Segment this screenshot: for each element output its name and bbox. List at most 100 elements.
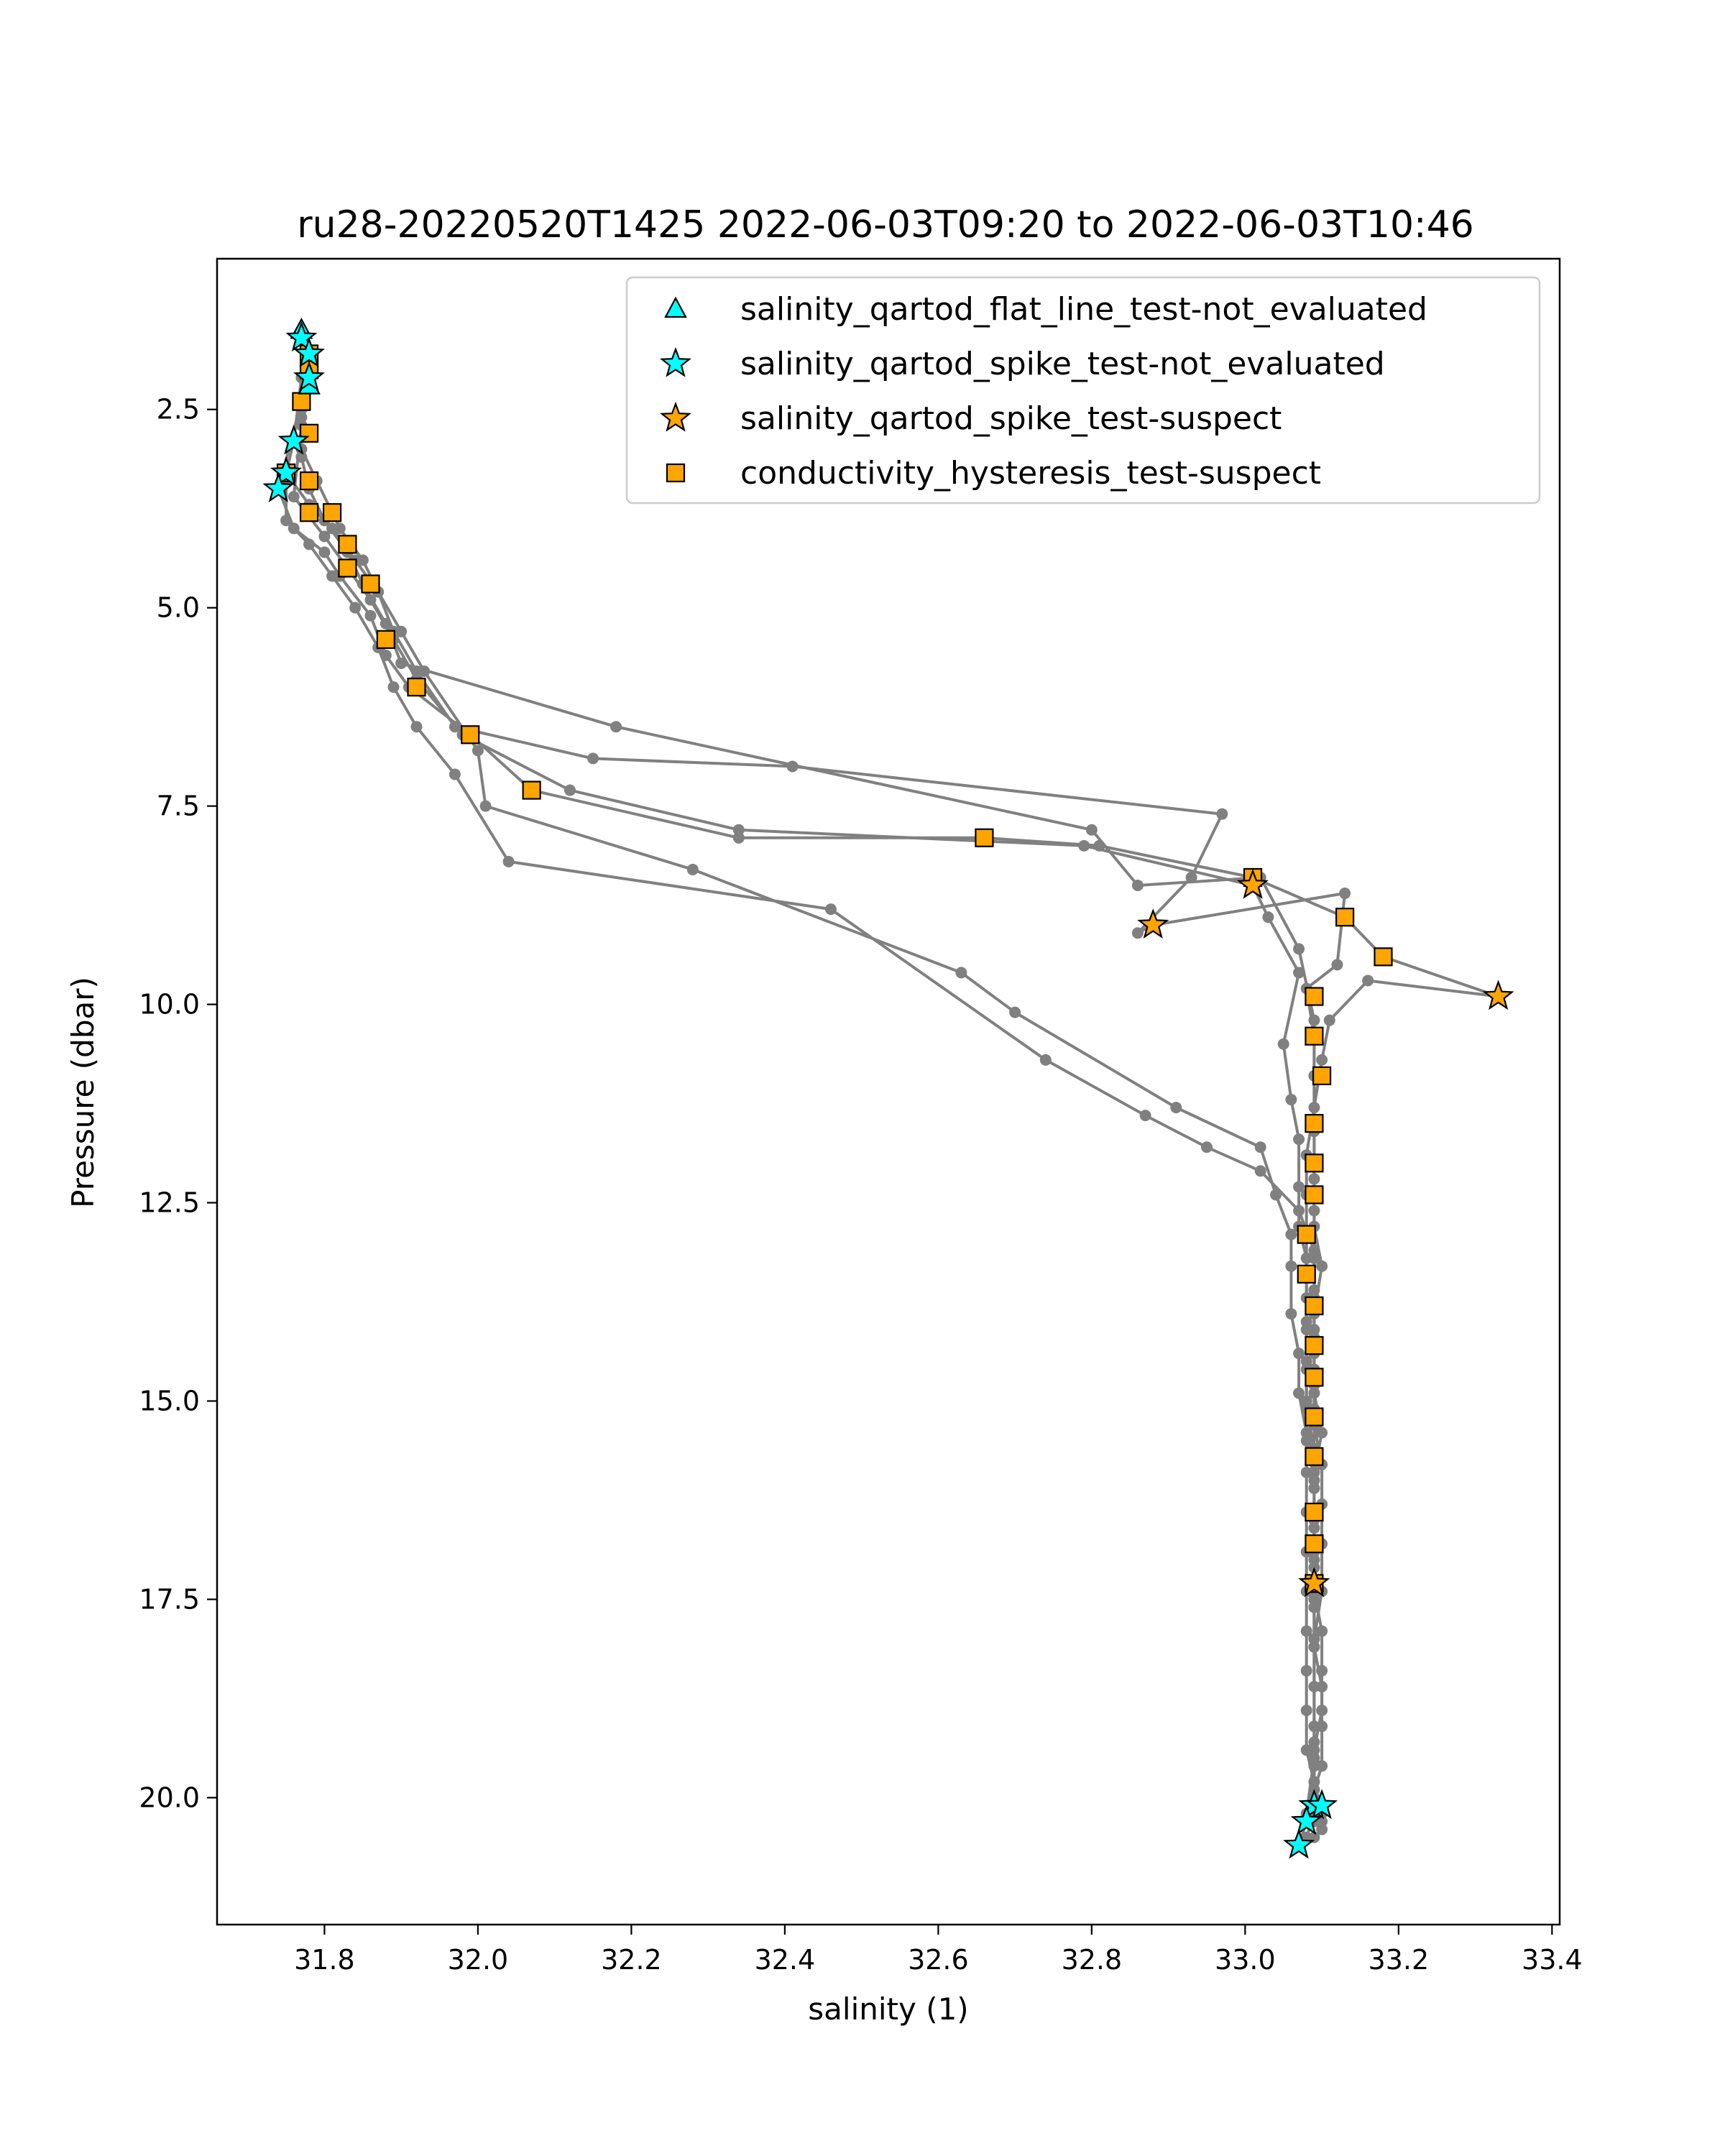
flag-marker-star	[293, 361, 326, 392]
profile-point	[418, 665, 431, 677]
profile-point	[1308, 1593, 1320, 1606]
profile-point	[1262, 911, 1274, 923]
flag-marker-square	[1305, 1336, 1324, 1355]
profile-point	[1308, 1720, 1320, 1733]
profile-point	[1285, 1228, 1297, 1240]
profile-point	[334, 522, 346, 535]
profile-point	[564, 784, 576, 796]
flag-marker-square	[1305, 987, 1324, 1006]
flag-marker-square	[1297, 1225, 1316, 1244]
plot-area	[217, 259, 1560, 1925]
x-tick-label: 32.2	[601, 1944, 662, 1976]
profile-point	[1170, 1102, 1182, 1114]
legend-label: salinity_qartod_spike_test-not_evaluated	[740, 346, 1385, 382]
profile-point	[1293, 943, 1305, 955]
profile-point	[1339, 888, 1351, 900]
y-tick-label: 7.5	[157, 791, 200, 822]
flag-marker-square	[1305, 1153, 1324, 1173]
flag-marker-square	[299, 423, 319, 443]
profile-point	[1300, 1427, 1312, 1439]
profile-point	[1300, 1744, 1312, 1756]
profile-point	[326, 570, 339, 582]
profile-point	[288, 522, 300, 535]
flag-marker-star	[285, 321, 318, 352]
legend-label: salinity_qartod_spike_test-suspect	[740, 400, 1282, 437]
profile-point	[1293, 1348, 1305, 1360]
profile-point	[1300, 1316, 1312, 1328]
profile-point	[364, 594, 377, 606]
profile-point	[1308, 1014, 1320, 1026]
profile-point	[395, 625, 408, 637]
profile-point	[1039, 1054, 1052, 1066]
profile-point	[1308, 1752, 1320, 1764]
profile-point	[1316, 1260, 1328, 1272]
profile-point	[1308, 1522, 1320, 1534]
y-tick-label: 10.0	[139, 989, 200, 1021]
legend-marker-star	[660, 401, 691, 432]
flag-marker-square	[1305, 1534, 1324, 1554]
legend-entries: salinity_qartod_flat_line_test-not_evalu…	[660, 291, 1427, 492]
plot-frame	[216, 257, 1561, 1926]
profile-point	[1308, 1601, 1320, 1613]
profile-point	[1131, 927, 1144, 939]
flag-markers	[262, 318, 1514, 1859]
profile-point	[1300, 1434, 1312, 1447]
profile-point	[472, 745, 484, 757]
profile-point	[1085, 824, 1098, 836]
profile-point	[448, 768, 461, 780]
legend-label: conductivity_hysteresis_test-suspect	[740, 455, 1321, 492]
x-tick-label: 33.0	[1215, 1944, 1276, 1976]
x-tick-label: 32.8	[1062, 1944, 1123, 1976]
profile-point	[380, 649, 392, 661]
flag-marker-square	[299, 503, 319, 522]
profile-point	[1308, 1284, 1320, 1296]
legend-marker-square	[666, 463, 686, 483]
profile-point	[479, 800, 492, 812]
flag-marker-square	[407, 677, 426, 697]
profile-point	[295, 451, 308, 463]
x-axis: 31.8 32.0 32.2 32.4 32.6 32.8 33.0 33.2 33.4	[294, 1925, 1583, 1976]
profile-point	[303, 538, 316, 550]
flag-marker-star	[1283, 1828, 1315, 1859]
y-tick-label: 15.0	[139, 1385, 200, 1416]
profile-point	[1316, 1823, 1328, 1835]
profile-point	[448, 721, 461, 733]
profile-point	[295, 411, 308, 423]
profile-point	[1270, 1189, 1282, 1201]
flag-marker-square	[1374, 947, 1393, 967]
profile-point	[1293, 1133, 1305, 1146]
chart-title: ru28-20220520T1425 2022-06-03T09:20 to 2…	[297, 203, 1473, 247]
profile-point	[356, 554, 369, 566]
profile-point	[1293, 1204, 1305, 1217]
profile-point	[395, 657, 408, 669]
profile-point	[732, 824, 745, 836]
y-tick-label: 17.5	[139, 1583, 200, 1615]
y-tick-label: 20.0	[139, 1782, 200, 1813]
profile-point	[1300, 1355, 1312, 1368]
profile-point	[1316, 1664, 1328, 1677]
profile-point	[1308, 1680, 1320, 1692]
profile-point	[1308, 1173, 1320, 1185]
profile-point	[1308, 1633, 1320, 1645]
profile-point	[280, 515, 293, 527]
profile-point	[1308, 1474, 1320, 1486]
profile-point	[1300, 1625, 1312, 1637]
flag-marker-square	[1305, 1114, 1324, 1133]
profile-point	[1277, 1038, 1289, 1050]
profile-point	[824, 903, 837, 916]
profile-point	[1285, 1094, 1297, 1106]
flag-marker-star	[1482, 980, 1514, 1010]
flag-marker-square	[338, 558, 357, 578]
flag-marker-star	[1298, 1567, 1330, 1598]
x-tick-label: 33.4	[1522, 1944, 1583, 1976]
profile-point	[1293, 967, 1305, 979]
profile-point	[1308, 1102, 1320, 1114]
legend-marker-star	[660, 346, 691, 377]
flag-marker-star	[293, 337, 326, 368]
profile-point	[349, 602, 362, 614]
profile-point	[1300, 1466, 1312, 1478]
profile-point	[364, 609, 377, 622]
flag-marker-square	[323, 503, 342, 522]
x-tick-label: 32.6	[908, 1944, 969, 1976]
